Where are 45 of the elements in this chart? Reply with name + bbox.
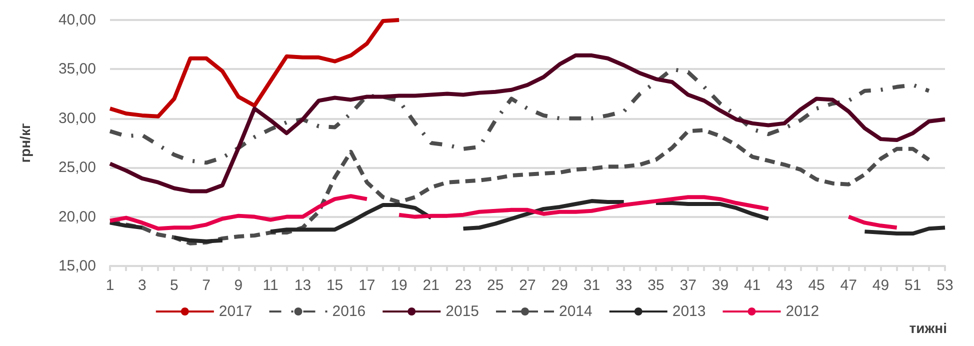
x-tick-label: 1 [106, 277, 114, 294]
legend-label: 2014 [559, 303, 592, 320]
x-tick-label: 19 [390, 277, 408, 294]
legend-label: 2016 [332, 303, 366, 320]
x-tick-label: 37 [680, 277, 696, 294]
x-tick-label: 43 [776, 277, 793, 294]
x-tick-label: 31 [583, 277, 600, 294]
y-tick-label: 25,00 [58, 159, 96, 176]
x-tick-label: 27 [519, 277, 536, 294]
y-tick-label: 20,00 [58, 208, 96, 226]
x-tick-label: 39 [712, 277, 729, 294]
legend-label: 2015 [446, 303, 480, 320]
x-tick-label: 47 [840, 277, 857, 294]
x-tick-label: 15 [326, 277, 344, 294]
x-tick-label: 5 [170, 277, 178, 294]
x-tick-label: 7 [202, 277, 211, 294]
x-tick-label: 21 [422, 277, 440, 294]
x-tick-label: 49 [872, 277, 890, 294]
x-tick-label: 41 [744, 277, 761, 294]
x-tick-label: 45 [808, 277, 825, 294]
x-tick-label: 9 [234, 277, 243, 294]
y-tick-label: 35,00 [58, 60, 96, 78]
x-tick-label: 3 [138, 277, 146, 294]
x-tick-label: 33 [616, 277, 632, 294]
x-tick-label: 35 [648, 277, 664, 294]
line-series [108, 67, 931, 165]
y-tick-label: 15,00 [58, 258, 96, 274]
line-series [108, 128, 931, 246]
legend-label: 2013 [672, 303, 706, 320]
line-series [108, 18, 402, 118]
x-tick-label: 51 [904, 277, 922, 294]
y-tick-label: 30,00 [58, 110, 96, 127]
y-tick-label: 40,00 [58, 12, 96, 28]
legend-label: 2012 [786, 303, 820, 320]
x-tick-label: 13 [294, 277, 312, 294]
x-tick-label: 25 [487, 277, 504, 294]
x-axis-title: тижні [909, 320, 947, 336]
x-tick-label: 11 [262, 277, 278, 294]
x-tick-label: 53 [936, 277, 954, 294]
x-tick-label: 23 [454, 277, 472, 294]
line-series [108, 53, 947, 194]
y-axis-title: грн/кг [17, 123, 33, 163]
x-tick-label: 29 [551, 277, 568, 294]
x-tick-label: 17 [358, 277, 376, 294]
legend-label: 2017 [218, 303, 252, 320]
